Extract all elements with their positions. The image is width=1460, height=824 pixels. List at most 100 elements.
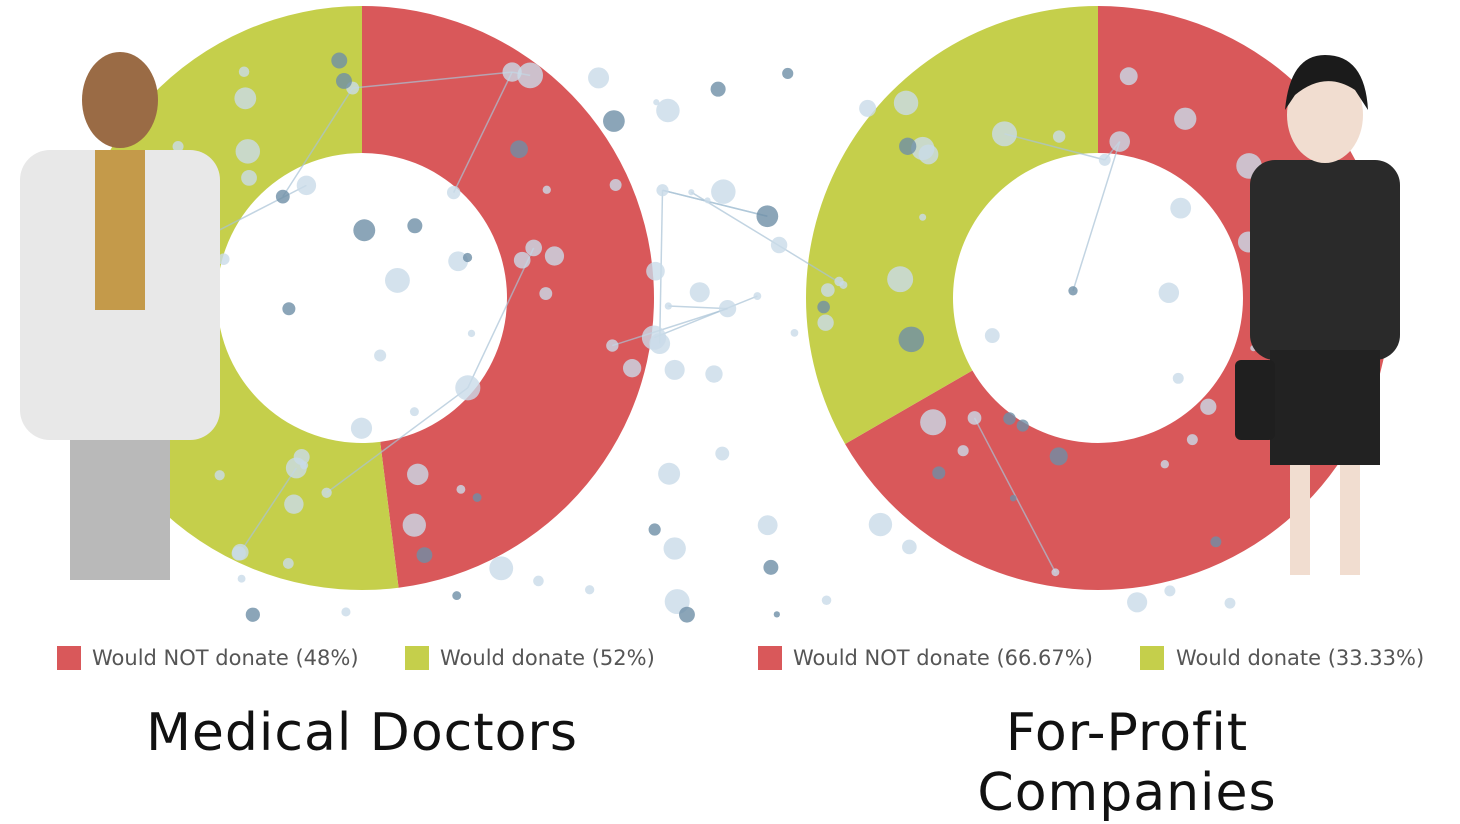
network-node bbox=[283, 558, 294, 569]
network-node bbox=[902, 540, 917, 555]
network-node bbox=[665, 360, 685, 380]
network-node bbox=[452, 591, 461, 600]
network-node bbox=[489, 556, 513, 580]
network-node bbox=[238, 575, 246, 583]
network-node bbox=[1161, 460, 1169, 468]
network-node bbox=[1051, 568, 1059, 576]
network-node bbox=[919, 144, 939, 164]
network-node bbox=[646, 262, 665, 281]
network-node bbox=[758, 515, 778, 535]
network-node bbox=[341, 607, 350, 616]
network-node bbox=[649, 523, 661, 535]
network-node bbox=[782, 68, 793, 79]
network-node bbox=[603, 110, 625, 132]
network-node bbox=[656, 184, 668, 196]
network-node bbox=[791, 329, 799, 337]
network-node bbox=[1010, 495, 1016, 501]
network-node bbox=[665, 302, 672, 309]
network-node bbox=[653, 99, 659, 105]
network-node bbox=[992, 121, 1017, 146]
woman-leg bbox=[1290, 465, 1310, 575]
network-node bbox=[821, 283, 835, 297]
chart-title: Medical Doctors bbox=[112, 703, 612, 763]
legend-swatch bbox=[405, 646, 429, 670]
network-node bbox=[715, 447, 729, 461]
network-node bbox=[690, 282, 710, 302]
network-node bbox=[351, 418, 372, 439]
network-node bbox=[763, 560, 778, 575]
network-node bbox=[753, 292, 761, 300]
network-node bbox=[642, 325, 666, 349]
network-node bbox=[1159, 283, 1179, 303]
donut-slice bbox=[362, 6, 654, 588]
legend-swatch bbox=[1140, 646, 1164, 670]
network-node bbox=[656, 99, 679, 122]
legend-swatch bbox=[57, 646, 81, 670]
network-node bbox=[385, 268, 410, 293]
network-node bbox=[817, 315, 833, 331]
network-node bbox=[1109, 131, 1130, 152]
network-node bbox=[869, 513, 892, 536]
network-node bbox=[610, 179, 622, 191]
network-node bbox=[1068, 286, 1077, 295]
network-node bbox=[958, 445, 969, 456]
network-link bbox=[654, 296, 757, 338]
network-node bbox=[525, 240, 542, 257]
network-node bbox=[463, 253, 472, 262]
network-node bbox=[543, 186, 551, 194]
network-node bbox=[232, 546, 246, 560]
network-node bbox=[1210, 536, 1221, 547]
network-node bbox=[468, 330, 475, 337]
legend-label: Would NOT donate (48%) bbox=[92, 646, 359, 670]
network-node bbox=[294, 449, 310, 465]
network-node bbox=[533, 576, 544, 587]
network-node bbox=[774, 611, 780, 617]
network-node bbox=[239, 67, 249, 77]
network-node bbox=[276, 190, 290, 204]
network-node bbox=[1225, 598, 1236, 609]
network-node bbox=[1017, 420, 1029, 432]
network-node bbox=[711, 82, 726, 97]
network-node bbox=[585, 585, 594, 594]
network-node bbox=[1174, 108, 1196, 130]
donut-slice bbox=[806, 6, 1098, 444]
network-node bbox=[887, 266, 913, 292]
network-node bbox=[246, 608, 260, 622]
network-link bbox=[668, 306, 727, 309]
network-node bbox=[407, 464, 428, 485]
woman-leg bbox=[1340, 465, 1360, 575]
network-node bbox=[756, 205, 778, 227]
network-node bbox=[834, 277, 844, 287]
network-node bbox=[336, 73, 352, 89]
legend-label: Would donate (33.33%) bbox=[1176, 646, 1424, 670]
network-node bbox=[664, 537, 686, 559]
network-node bbox=[374, 349, 386, 361]
network-node bbox=[321, 488, 331, 498]
network-node bbox=[817, 301, 830, 314]
woman-skirt bbox=[1270, 350, 1380, 465]
network-node bbox=[545, 246, 564, 265]
network-node bbox=[407, 218, 422, 233]
network-node bbox=[705, 365, 722, 382]
network-node bbox=[282, 302, 295, 315]
network-node bbox=[403, 513, 426, 536]
network-node bbox=[1173, 373, 1184, 384]
network-node bbox=[899, 327, 925, 353]
network-node bbox=[719, 300, 736, 317]
legend-label: Would donate (52%) bbox=[440, 646, 655, 670]
network-node bbox=[1187, 434, 1198, 445]
network-node bbox=[1050, 447, 1068, 465]
network-node bbox=[919, 214, 926, 221]
network-node bbox=[331, 53, 347, 69]
network-link bbox=[1073, 142, 1120, 291]
network-node bbox=[711, 179, 735, 203]
network-node bbox=[297, 176, 316, 195]
network-node bbox=[1003, 412, 1016, 425]
network-node bbox=[658, 463, 680, 485]
network-node bbox=[606, 339, 618, 351]
doctor-shirt bbox=[95, 150, 145, 310]
network-node bbox=[1120, 67, 1138, 85]
network-node bbox=[234, 87, 256, 109]
network-node bbox=[510, 140, 528, 158]
network-node bbox=[1099, 154, 1111, 166]
